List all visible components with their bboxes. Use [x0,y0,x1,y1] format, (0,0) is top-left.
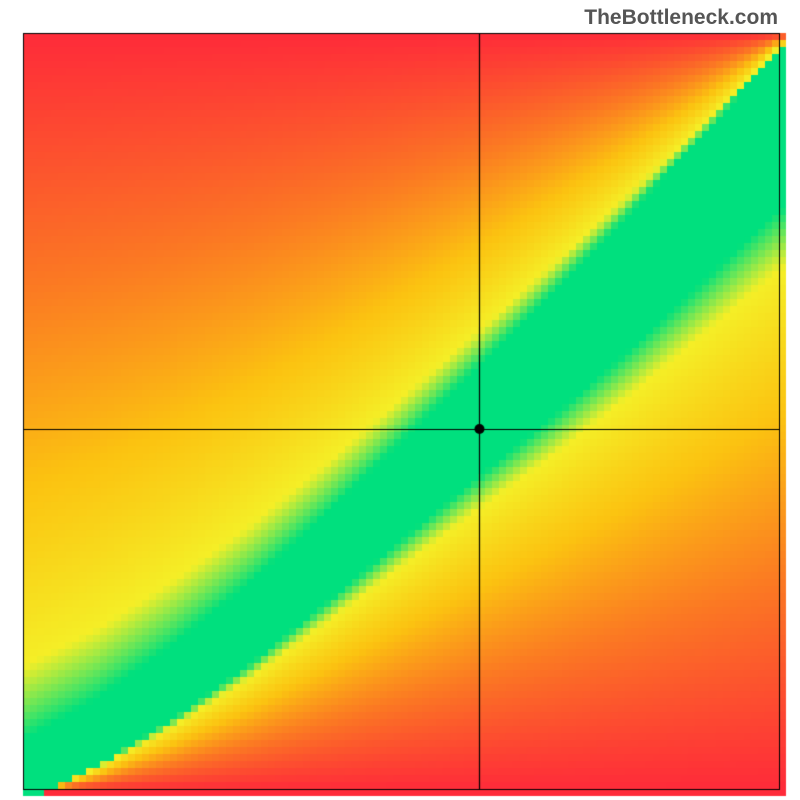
watermark-text: TheBottleneck.com [584,6,778,30]
chart-container: TheBottleneck.com [0,0,800,800]
bottleneck-heatmap [0,0,800,800]
